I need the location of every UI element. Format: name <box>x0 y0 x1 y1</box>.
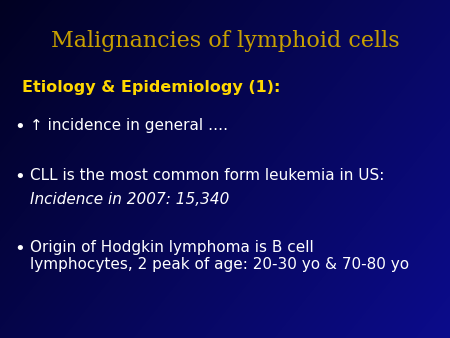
Text: CLL is the most common form leukemia in US:: CLL is the most common form leukemia in … <box>30 168 384 183</box>
Text: Incidence in 2007: 15,340: Incidence in 2007: 15,340 <box>30 192 230 207</box>
Text: Etiology & Epidemiology (1):: Etiology & Epidemiology (1): <box>22 80 280 95</box>
Text: Malignancies of lymphoid cells: Malignancies of lymphoid cells <box>51 30 399 52</box>
Text: •: • <box>14 240 25 258</box>
Text: •: • <box>14 168 25 186</box>
Text: •: • <box>14 118 25 136</box>
Text: ↑ incidence in general ….: ↑ incidence in general …. <box>30 118 228 133</box>
Text: Origin of Hodgkin lymphoma is B cell
lymphocytes, 2 peak of age: 20-30 yo & 70-8: Origin of Hodgkin lymphoma is B cell lym… <box>30 240 409 272</box>
